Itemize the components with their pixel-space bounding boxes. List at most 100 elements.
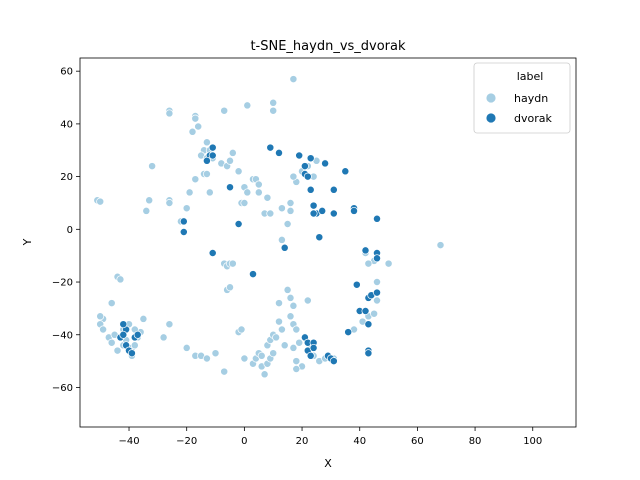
point-haydn-25 xyxy=(191,175,200,184)
point-dvorak-5 xyxy=(234,220,243,228)
point-haydn-12 xyxy=(188,127,197,136)
legend-marker-haydn xyxy=(485,92,497,104)
point-haydn-86 xyxy=(159,333,168,342)
point-haydn-65 xyxy=(107,299,116,308)
point-dvorak-2 xyxy=(208,151,217,160)
point-haydn-26 xyxy=(185,188,194,197)
legend-label-dvorak: dvorak xyxy=(514,112,552,125)
point-dvorak-11 xyxy=(275,148,283,157)
point-dvorak-30 xyxy=(350,206,358,215)
point-haydn-111 xyxy=(277,325,286,334)
point-dvorak-40 xyxy=(373,254,381,263)
y-tick-label: 40 xyxy=(60,119,73,130)
point-haydn-85 xyxy=(165,320,174,329)
point-haydn-5 xyxy=(243,101,252,110)
point-haydn-77 xyxy=(130,341,139,350)
point-haydn-50 xyxy=(286,199,295,207)
point-haydn-34 xyxy=(182,204,191,213)
point-dvorak-61 xyxy=(119,320,128,329)
point-haydn-52 xyxy=(289,172,298,181)
point-haydn-45 xyxy=(266,209,275,218)
point-haydn-104 xyxy=(269,349,278,358)
point-haydn-121 xyxy=(292,357,301,366)
point-dvorak-14 xyxy=(300,162,309,171)
point-dvorak-34 xyxy=(364,320,373,329)
point-dvorak-9 xyxy=(249,270,257,279)
point-dvorak-33 xyxy=(361,307,370,315)
point-haydn-69 xyxy=(99,325,108,334)
plot-points xyxy=(93,75,445,379)
point-dvorak-23 xyxy=(321,159,330,168)
x-tick-label: 60 xyxy=(411,436,424,447)
point-haydn-7 xyxy=(269,106,278,115)
x-tick-label: 0 xyxy=(241,436,247,447)
point-haydn-30 xyxy=(148,162,157,171)
point-haydn-113 xyxy=(283,285,292,294)
point-haydn-95 xyxy=(240,354,249,363)
point-haydn-99 xyxy=(257,351,266,360)
point-dvorak-60 xyxy=(119,330,128,339)
point-dvorak-38 xyxy=(373,288,381,297)
point-haydn-83 xyxy=(139,314,148,323)
point-haydn-124 xyxy=(303,296,312,305)
point-dvorak-49 xyxy=(309,343,318,352)
point-haydn-92 xyxy=(220,367,229,376)
point-dvorak-47 xyxy=(306,351,315,360)
point-haydn-116 xyxy=(286,312,295,321)
x-tick-label: 80 xyxy=(469,436,482,447)
y-tick-label: −40 xyxy=(52,330,73,341)
point-haydn-4 xyxy=(220,106,229,115)
point-haydn-32 xyxy=(142,206,151,215)
point-haydn-35 xyxy=(234,167,243,176)
point-haydn-61 xyxy=(226,283,234,292)
point-haydn-110 xyxy=(275,317,283,326)
point-dvorak-26 xyxy=(341,167,350,176)
point-haydn-123 xyxy=(292,365,301,373)
point-haydn-22 xyxy=(228,148,237,157)
point-dvorak-56 xyxy=(127,349,136,358)
point-dvorak-31 xyxy=(352,280,361,289)
point-haydn-140 xyxy=(436,241,445,250)
point-haydn-108 xyxy=(272,333,281,342)
x-tick-label: −40 xyxy=(118,436,139,447)
point-haydn-1 xyxy=(96,197,105,206)
x-tick-label: 20 xyxy=(296,436,309,447)
point-haydn-101 xyxy=(260,370,269,379)
point-haydn-90 xyxy=(202,354,211,363)
point-dvorak-3 xyxy=(202,156,211,165)
chart-title: t-SNE_haydn_vs_dvorak xyxy=(250,39,406,54)
point-dvorak-27 xyxy=(344,328,353,337)
y-tick-label: 0 xyxy=(67,225,73,236)
point-haydn-112 xyxy=(280,341,289,350)
point-dvorak-25 xyxy=(329,209,338,218)
point-haydn-119 xyxy=(289,343,298,352)
point-haydn-29 xyxy=(165,199,174,207)
point-dvorak-6 xyxy=(179,217,188,226)
y-axis-ticks: −60 −40 −20 0 20 40 60 xyxy=(52,67,80,394)
x-axis-ticks: −40 −20 0 20 40 60 80 100 xyxy=(118,427,542,447)
point-haydn-6 xyxy=(269,98,278,107)
point-haydn-13 xyxy=(202,138,211,147)
point-dvorak-58 xyxy=(133,330,142,339)
point-haydn-37 xyxy=(243,188,252,197)
point-dvorak-35 xyxy=(361,246,370,255)
legend: label haydn dvorak xyxy=(473,62,571,134)
point-haydn-73 xyxy=(113,346,122,355)
point-haydn-134 xyxy=(373,296,381,305)
y-tick-label: −20 xyxy=(52,278,73,289)
y-tick-label: −60 xyxy=(52,383,73,394)
point-haydn-64 xyxy=(116,275,125,284)
point-haydn-8 xyxy=(289,75,298,84)
point-haydn-43 xyxy=(240,199,249,207)
point-haydn-48 xyxy=(283,220,292,228)
point-haydn-91 xyxy=(211,349,220,358)
y-tick-label: 20 xyxy=(60,172,73,183)
point-haydn-114 xyxy=(286,293,295,302)
point-dvorak-18 xyxy=(306,185,315,194)
x-axis-label: X xyxy=(324,457,332,470)
point-haydn-56 xyxy=(277,235,286,244)
point-haydn-67 xyxy=(96,312,105,321)
point-haydn-46 xyxy=(263,193,272,202)
point-haydn-31 xyxy=(145,196,154,205)
